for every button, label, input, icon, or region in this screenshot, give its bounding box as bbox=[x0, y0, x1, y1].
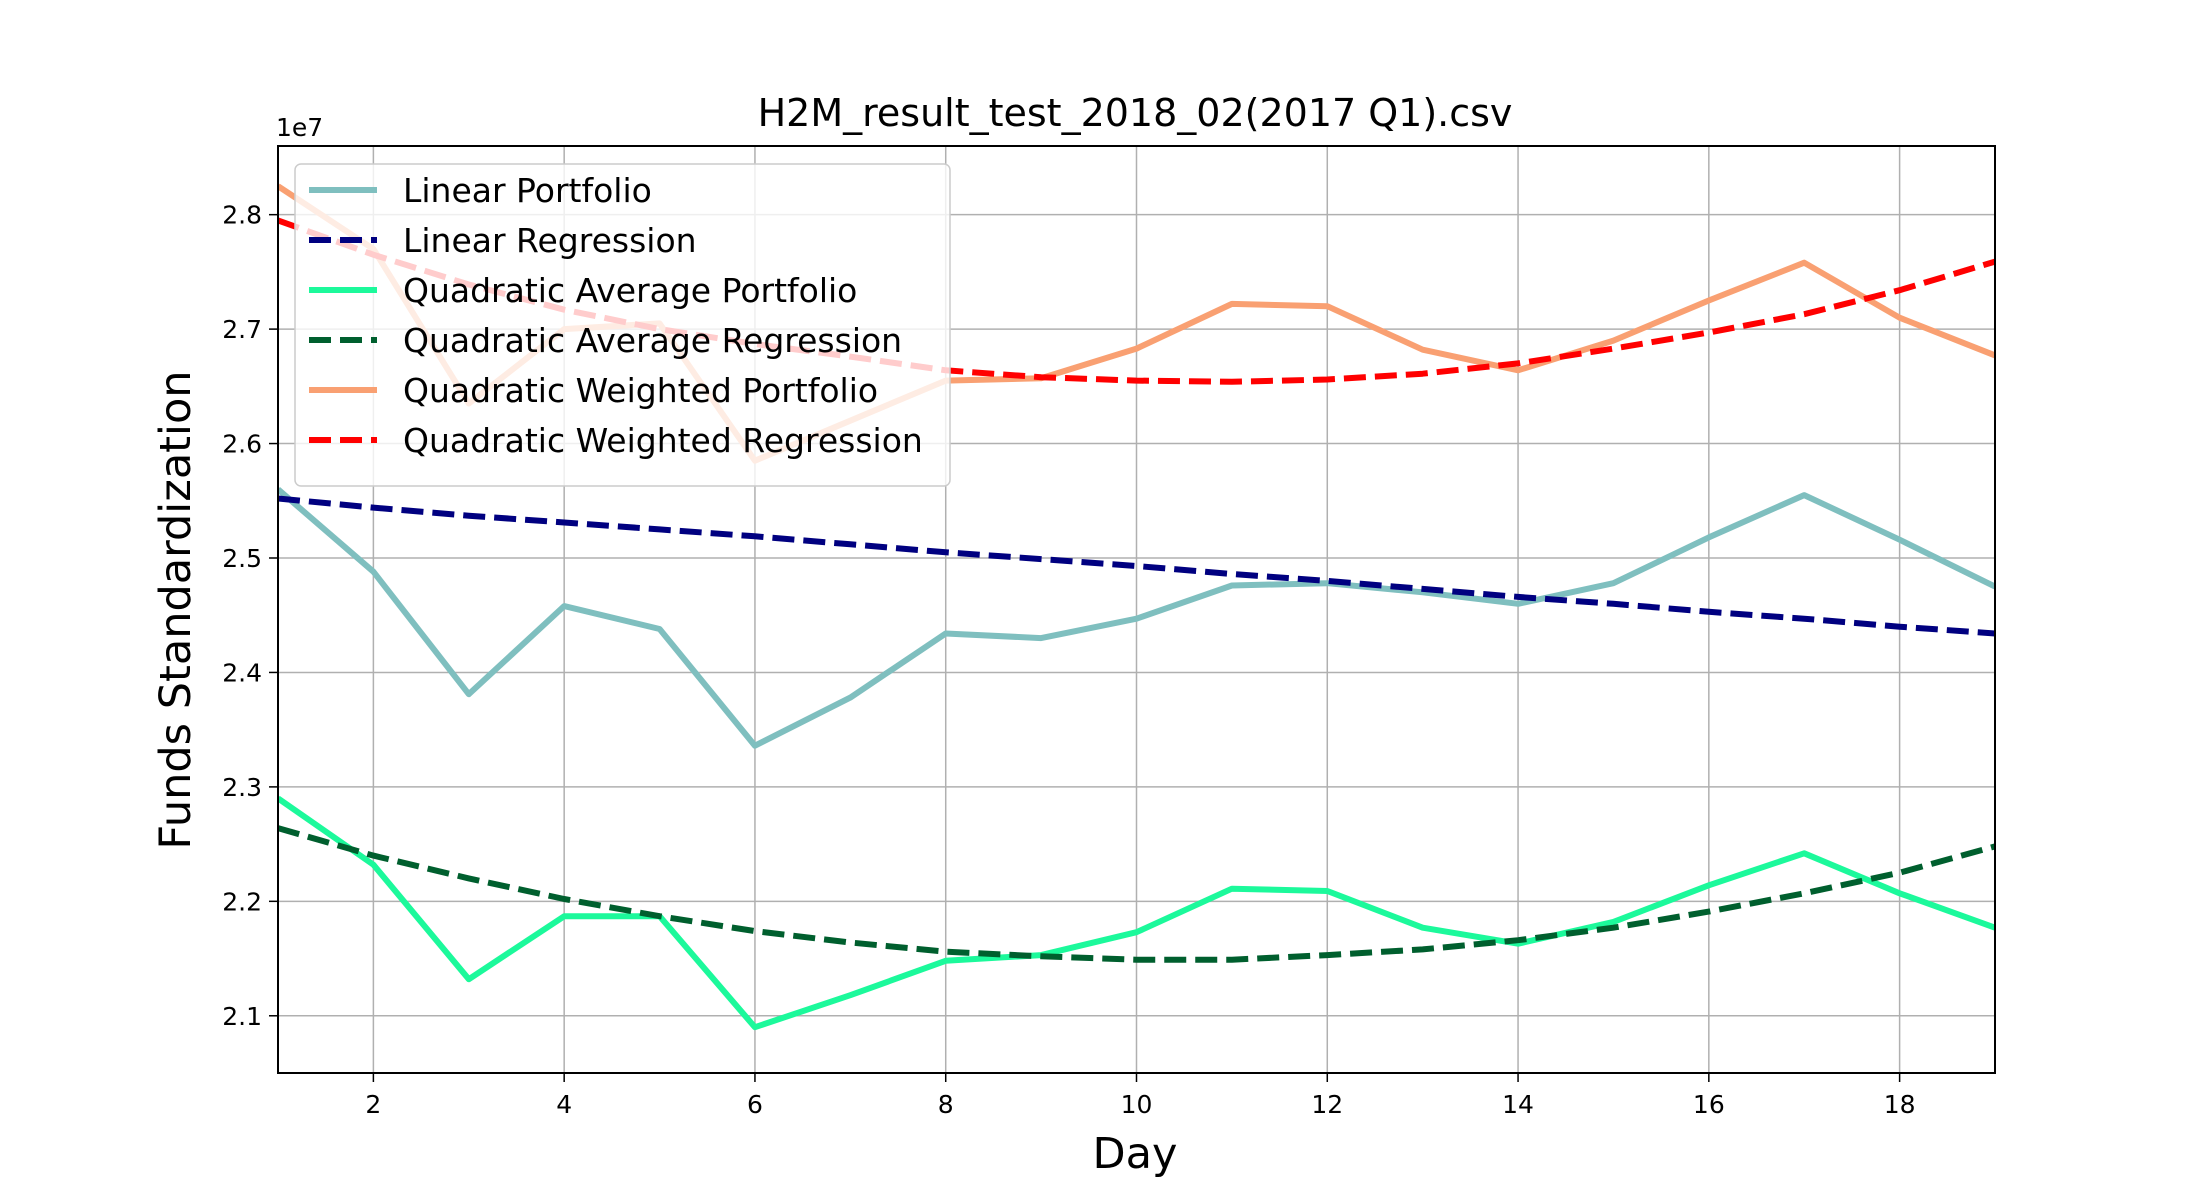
legend-label-quadratic-weighted-regression: Quadratic Weighted Regression bbox=[403, 421, 923, 460]
legend-label-quadratic-average-regression: Quadratic Average Regression bbox=[403, 321, 902, 360]
x-tick-label: 6 bbox=[747, 1090, 763, 1119]
x-axis-ticks: 2 4 6 8 10 12 14 16 18 bbox=[365, 1073, 1916, 1119]
x-tick-label: 18 bbox=[1884, 1090, 1916, 1119]
y-tick-label: 2.2 bbox=[222, 887, 262, 916]
y-tick-label: 2.5 bbox=[222, 544, 262, 573]
x-tick-label: 8 bbox=[938, 1090, 954, 1119]
legend-label-quadratic-weighted-portfolio: Quadratic Weighted Portfolio bbox=[403, 371, 878, 410]
legend-label-quadratic-average-portfolio: Quadratic Average Portfolio bbox=[403, 271, 857, 310]
y-tick-label: 2.6 bbox=[222, 430, 262, 459]
y-axis-offset-label: 1e7 bbox=[276, 113, 323, 142]
x-axis-label: Day bbox=[1093, 1129, 1178, 1179]
x-tick-label: 16 bbox=[1693, 1090, 1725, 1119]
legend-box bbox=[294, 163, 951, 487]
y-tick-label: 2.4 bbox=[222, 658, 262, 687]
y-tick-label: 2.7 bbox=[222, 315, 262, 344]
series-line-quadratic-average-portfolio bbox=[278, 795, 1995, 1031]
x-tick-label: 4 bbox=[556, 1090, 572, 1119]
y-axis-ticks: 2.1 2.2 2.3 2.4 2.5 2.6 2.7 2.8 bbox=[222, 201, 278, 1031]
series-line-linear-regression bbox=[278, 495, 1995, 637]
x-tick-label: 12 bbox=[1311, 1090, 1343, 1119]
y-tick-label: 2.1 bbox=[222, 1002, 262, 1031]
y-axis-label: Funds Standardization bbox=[151, 370, 201, 849]
x-tick-label: 14 bbox=[1502, 1090, 1534, 1119]
series-line-linear-portfolio bbox=[278, 487, 1995, 749]
series-line-quadratic-average-regression bbox=[278, 825, 1995, 963]
legend: Linear Portfolio Linear Regression Quadrat… bbox=[294, 163, 951, 487]
x-tick-label: 2 bbox=[365, 1090, 381, 1119]
legend-label-linear-portfolio: Linear Portfolio bbox=[403, 171, 652, 210]
chart-title: H2M_result_test_2018_02(2017 Q1).csv bbox=[758, 91, 1513, 135]
x-tick-label: 10 bbox=[1121, 1090, 1153, 1119]
legend-label-linear-regression: Linear Regression bbox=[403, 221, 697, 260]
y-tick-label: 2.8 bbox=[222, 201, 262, 230]
y-tick-label: 2.3 bbox=[222, 773, 262, 802]
